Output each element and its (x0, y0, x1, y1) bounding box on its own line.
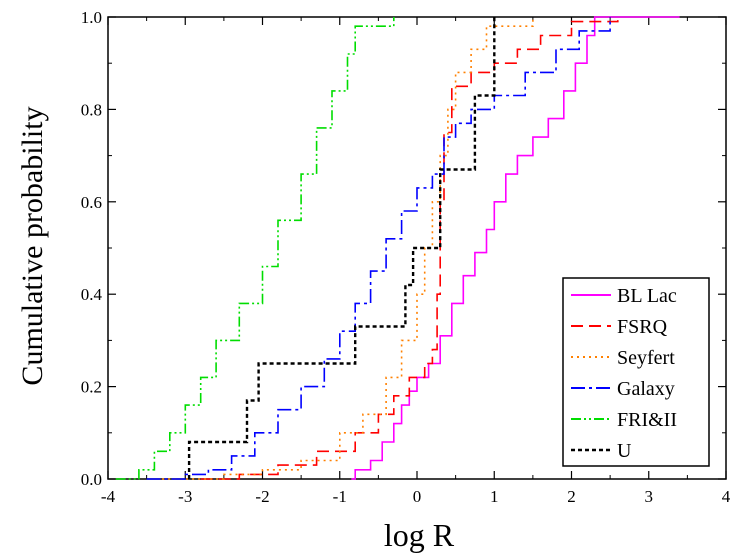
x-tick-label: -2 (255, 487, 269, 506)
series-line-seyfert (162, 17, 534, 480)
x-tick-label: -3 (178, 487, 192, 506)
x-tick-label: -4 (101, 487, 116, 506)
x-tick-label: 4 (722, 487, 731, 506)
legend-label-galaxy: Galaxy (617, 378, 675, 400)
y-tick-label: 0.2 (81, 378, 102, 397)
y-tick-label: 0.0 (81, 470, 102, 489)
y-tick-label: 0.6 (81, 193, 102, 212)
y-tick-label: 0.8 (81, 100, 102, 119)
legend-label-bl-lac: BL Lac (617, 285, 677, 307)
series-line-bl-lac (351, 16, 680, 480)
legend-label-u: U (617, 440, 632, 462)
series-line-fsrq (200, 17, 619, 480)
legend-box (562, 277, 710, 467)
x-tick-label: 1 (490, 487, 499, 506)
y-axis-label: Cumulative probability (16, 106, 49, 385)
x-tick-label: 2 (567, 487, 576, 506)
x-tick-label: 3 (645, 487, 654, 506)
x-tick-label: -1 (333, 487, 347, 506)
x-axis-label: log R (384, 517, 455, 553)
legend: BL Lac FSRQ Seyfert Galaxy FRI&II U (562, 277, 710, 467)
y-tick-label: 0.4 (81, 285, 103, 304)
legend-label-seyfert: Seyfert (617, 347, 675, 369)
series-line-u (187, 17, 496, 479)
axes: -4 -3 -2 -1 0 1 2 3 4 0.0 0.2 0.4 0.6 0.8 1.0 (81, 8, 731, 506)
x-tick-label: 0 (413, 487, 422, 506)
legend-label-fsrq: FSRQ (617, 316, 668, 338)
legend-label-fri-ii: FRI&II (617, 409, 677, 431)
y-tick-label: 1.0 (81, 8, 102, 27)
series-line-fri-ii (115, 17, 395, 480)
series-line-galaxy (146, 17, 611, 480)
series-group (115, 16, 680, 480)
